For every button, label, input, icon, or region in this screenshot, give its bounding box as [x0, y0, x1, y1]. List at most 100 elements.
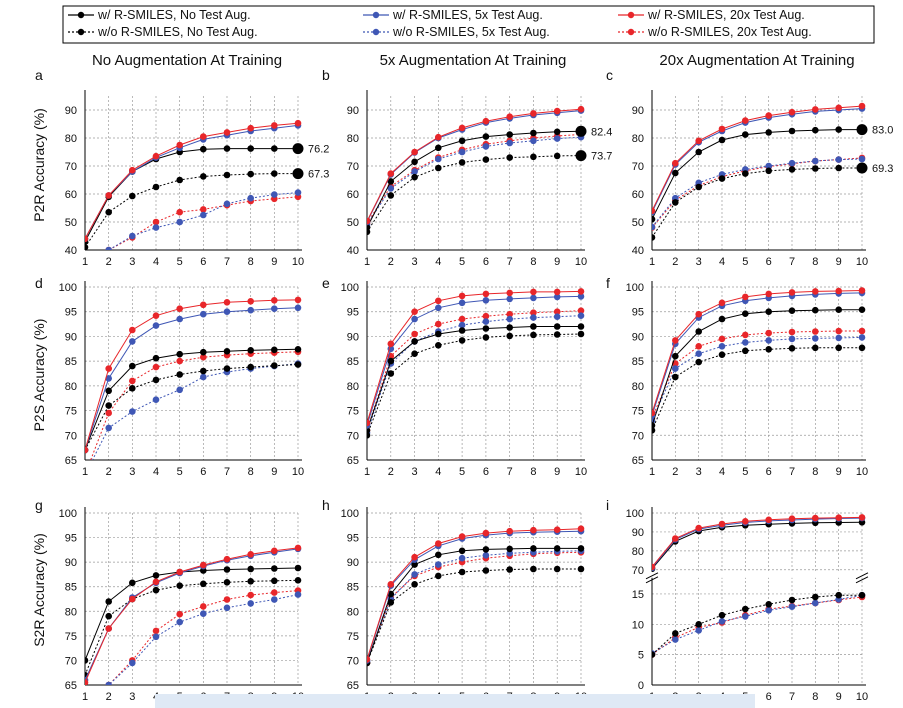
series-line [107, 196, 299, 250]
end-value-label: 67.3 [308, 169, 329, 181]
y-tick-label: 80 [347, 133, 359, 145]
data-point [458, 547, 466, 555]
series-line [367, 295, 582, 426]
series-line [367, 551, 582, 664]
data-point [458, 159, 466, 166]
grid [651, 512, 863, 686]
series-line [652, 292, 863, 416]
data-point [553, 152, 561, 160]
series-line [652, 105, 863, 212]
data-point [435, 551, 442, 559]
axis-break-gap [644, 571, 870, 578]
data-point [458, 568, 466, 576]
data-point [812, 514, 819, 522]
end-value-label: 73.7 [591, 151, 612, 163]
series-line [367, 528, 582, 660]
data-point [672, 373, 679, 381]
data-point [176, 141, 183, 149]
data-point [152, 627, 160, 635]
x-tick-label: 9 [836, 256, 842, 268]
legend-marker [77, 28, 85, 36]
data-point [742, 170, 749, 177]
data-point [176, 371, 183, 378]
x-tick-label: 8 [530, 466, 536, 478]
panel-letter: e [322, 275, 330, 291]
panel-g: 6570758085909510012345678910g [35, 497, 304, 703]
data-point [435, 164, 442, 172]
data-point [482, 156, 490, 163]
x-tick-label: 1 [649, 256, 655, 268]
data-point [458, 321, 466, 329]
data-point [152, 363, 160, 371]
y-tick-label: 10 [632, 619, 644, 631]
y-tick-label: 85 [65, 356, 77, 368]
data-point [506, 324, 513, 331]
series-line [367, 547, 581, 664]
x-tick-label: 3 [696, 466, 702, 478]
data-point [152, 322, 160, 329]
series-line [85, 299, 299, 451]
x-tick-label: 1 [82, 691, 88, 703]
y-tick-label: 90 [347, 331, 359, 343]
data-point [695, 524, 702, 532]
panel-letter: b [322, 67, 330, 83]
data-point [200, 561, 207, 569]
x-tick-label: 7 [507, 256, 513, 268]
data-point [85, 235, 89, 243]
data-point [553, 128, 561, 136]
series-line [367, 310, 582, 431]
data-point [858, 155, 866, 163]
data-point [387, 340, 395, 348]
legend-entry: w/o R-SMILES, No Test Aug. [68, 25, 258, 39]
data-point [765, 516, 772, 524]
x-tick-label: 7 [789, 256, 795, 268]
data-point [223, 129, 231, 136]
y-tick-label: 40 [632, 245, 644, 257]
data-point [695, 137, 702, 145]
data-point [652, 427, 656, 434]
y-tick-label: 70 [65, 430, 77, 442]
data-point [695, 328, 702, 335]
x-tick-label: 5 [459, 256, 465, 268]
y-tick-label: 40 [65, 245, 77, 257]
data-point [695, 350, 702, 358]
data-point [129, 579, 136, 587]
data-point [200, 610, 207, 617]
data-point [672, 337, 679, 344]
data-point [247, 145, 254, 152]
series-group [85, 296, 302, 460]
data-point [788, 345, 796, 352]
y-tick-label: 90 [632, 527, 644, 539]
data-point [718, 175, 726, 182]
panel-i: 05101570809010012345678910i [606, 497, 870, 703]
y-tick-label: 15 [632, 589, 644, 601]
grid [84, 512, 299, 686]
series-line [652, 290, 863, 414]
data-point [672, 199, 679, 206]
data-point [553, 565, 561, 573]
data-point [367, 656, 371, 663]
data-point [294, 591, 302, 598]
y-tick-label: 65 [65, 455, 77, 467]
data-point [152, 578, 160, 586]
data-point [292, 143, 304, 155]
y-tick-label: 100 [626, 282, 644, 294]
data-point [482, 133, 490, 140]
data-point [458, 337, 466, 344]
data-point [200, 367, 207, 375]
x-tick-label: 6 [483, 466, 489, 478]
data-point [411, 173, 418, 181]
data-point [387, 178, 395, 185]
data-point [387, 185, 395, 192]
data-point [765, 346, 772, 353]
y-tick-label: 50 [632, 217, 644, 229]
panel-letter: d [35, 275, 43, 291]
series-group [367, 288, 585, 439]
y-tick-label: 75 [65, 631, 77, 643]
series-line [85, 364, 299, 451]
data-point [271, 191, 278, 198]
data-point [411, 350, 418, 358]
data-point [718, 299, 726, 307]
data-point [506, 545, 513, 553]
data-point [672, 630, 679, 637]
